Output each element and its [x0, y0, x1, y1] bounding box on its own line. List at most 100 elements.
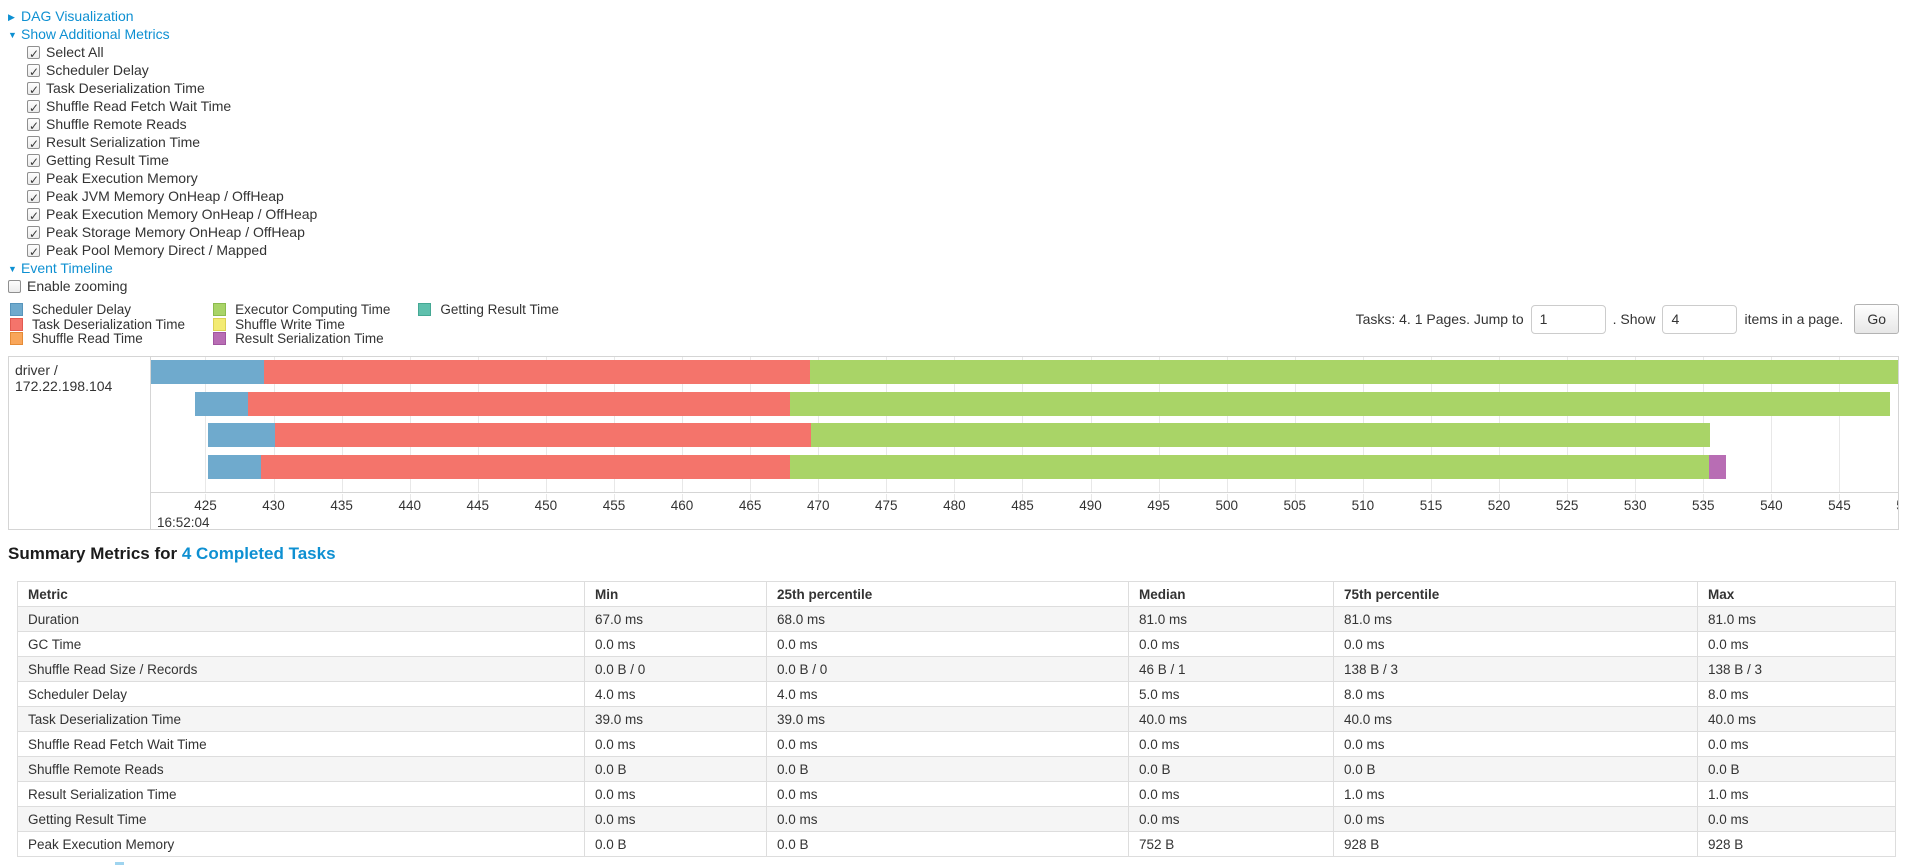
metric-name-cell: Getting Result Time: [17, 806, 585, 832]
metric-value-cell-max: 8.0 ms: [1697, 681, 1896, 707]
axis-tick-label: 535: [1692, 498, 1715, 513]
metric-checkbox-row-peak-storage-memory-onheap-offheap: Peak Storage Memory OnHeap / OffHeap: [8, 223, 1907, 243]
metric-value-cell-75th-percentile: 928 B: [1333, 831, 1698, 857]
axis-tick-label: 525: [1555, 498, 1579, 513]
axis-tick: [273, 494, 275, 500]
axis-tick-label: 545: [1828, 498, 1851, 513]
checkbox-peak-execution-memory-onheap-offheap[interactable]: [27, 207, 40, 225]
metric-value-cell-max: 138 B / 3: [1697, 656, 1896, 682]
axis-tick: [1362, 494, 1364, 500]
metric-value-cell-min: 39.0 ms: [584, 706, 767, 732]
timeline-task-3-segment-task_deserialization[interactable]: [261, 455, 790, 480]
checkbox-peak-jvm-memory-onheap-offheap[interactable]: [27, 189, 40, 207]
legend-label: Result Serialization Time: [235, 331, 384, 347]
result-serialization-time-swatch-icon: [213, 332, 227, 346]
axis-tick-label: 445: [466, 498, 490, 513]
axis-tick: [954, 494, 956, 500]
checkbox-result-serialization-time[interactable]: [27, 135, 40, 153]
legend-label: Shuffle Read Time: [32, 331, 143, 347]
legend-column-2: Executor Computing Time Shuffle Write Tim…: [213, 302, 390, 347]
axis-tick-label: 465: [738, 498, 762, 513]
metric-value-cell-max: 928 B: [1697, 831, 1896, 857]
metric-checkbox-label: Result Serialization Time: [46, 134, 201, 150]
timeline-task-1-segment-executor_computing[interactable]: [789, 391, 1890, 416]
dag-visualization-toggle[interactable]: ▶ DAG Visualization: [8, 7, 1907, 25]
metric-value-cell-75th-percentile: 1.0 ms: [1333, 781, 1698, 807]
timeline-task-2-segment-task_deserialization[interactable]: [274, 423, 812, 448]
timeline-task-3-segment-scheduler_delay[interactable]: [208, 455, 262, 480]
timeline-task-0-segment-scheduler_delay[interactable]: [151, 360, 265, 384]
legend-item-task-deserialization-time: Task Deserialization Time: [10, 317, 185, 333]
axis-tick-label: 480: [943, 498, 966, 513]
legend-column-1: Scheduler Delay Task Deserialization Time…: [10, 302, 185, 347]
checkbox-getting-result-time[interactable]: [27, 153, 40, 171]
axis-tick: [1567, 494, 1569, 500]
metric-value-cell-min: 67.0 ms: [584, 606, 767, 632]
jump-to-page-input[interactable]: [1530, 304, 1606, 334]
metric-checkbox-row-scheduler-delay: Scheduler Delay: [8, 61, 1907, 81]
timeline-plot-area: [151, 357, 1898, 493]
metric-checkbox-label: Select All: [46, 44, 104, 60]
checkbox-shuffle-read-fetch-wait-time[interactable]: [27, 99, 40, 117]
timeline-task-0-segment-executor_computing[interactable]: [810, 360, 1898, 384]
axis-tick-label: 490: [1079, 498, 1102, 513]
metric-checkbox-label: Peak Execution Memory: [46, 170, 198, 186]
completed-tasks-link[interactable]: 4 Completed Tasks: [181, 544, 336, 563]
additional-metrics-checkbox-list: Select All Scheduler Delay Task Deserializ…: [8, 43, 1907, 261]
legend-item-shuffle-read-time: Shuffle Read Time: [10, 331, 185, 347]
metric-checkbox-label: Peak Execution Memory OnHeap / OffHeap: [46, 206, 318, 222]
column-header-25th-percentile: 25th percentile: [766, 581, 1129, 607]
axis-tick-label: 450: [534, 498, 558, 513]
axis-tick: [1839, 494, 1841, 500]
legend-label: Getting Result Time: [440, 302, 559, 317]
show-additional-metrics-toggle[interactable]: ▼ Show Additional Metrics: [8, 25, 1907, 43]
checkbox-task-deserialization-time[interactable]: [27, 81, 40, 99]
metric-checkbox-row-select-all: Select All: [8, 43, 1907, 63]
metric-checkbox-row-result-serialization-time: Result Serialization Time: [8, 133, 1907, 153]
axis-tick: [1499, 494, 1501, 500]
checkbox-peak-pool-memory-direct-mapped[interactable]: [27, 243, 40, 261]
timeline-task-1-segment-scheduler_delay[interactable]: [194, 391, 248, 416]
timeline-legend-row: Scheduler Delay Task Deserialization Time…: [10, 302, 1899, 347]
column-header-median: Median: [1128, 581, 1334, 607]
axis-tick-label: 425: [194, 498, 217, 513]
metric-value-cell-max: 0.0 ms: [1697, 631, 1896, 657]
metric-value-cell-25th-percentile: 0.0 ms: [766, 806, 1129, 832]
metric-value-cell-25th-percentile: 4.0 ms: [766, 681, 1129, 707]
timeline-task-3-segment-result_serialization[interactable]: [1708, 455, 1727, 480]
collapsed-arrow-icon: ▶: [8, 12, 15, 22]
checkbox-shuffle-remote-reads[interactable]: [27, 117, 40, 135]
axis-tick: [818, 494, 820, 500]
shuffle-write-time-swatch-icon: [213, 317, 227, 331]
clipped-next-section-link[interactable]: [115, 862, 124, 865]
timeline-task-2-segment-scheduler_delay[interactable]: [208, 423, 275, 448]
metric-name-cell: Peak Execution Memory: [17, 831, 585, 857]
checkbox-scheduler-delay[interactable]: [27, 63, 40, 81]
axis-tick-label: 460: [670, 498, 694, 513]
timeline-task-1-segment-task_deserialization[interactable]: [247, 391, 790, 416]
page-size-input[interactable]: [1662, 304, 1738, 334]
enable-zooming-row: Enable zooming: [8, 277, 1907, 295]
table-row-shuffle-remote-reads: Shuffle Remote Reads 0.0 B 0.0 B 0.0 B 0.0 B…: [17, 756, 1896, 782]
column-header-metric: Metric: [17, 581, 585, 607]
timeline-task-3-segment-executor_computing[interactable]: [789, 455, 1709, 480]
metric-name-cell: GC Time: [17, 631, 585, 657]
metric-checkbox-label: Peak Pool Memory Direct / Mapped: [46, 242, 267, 258]
checkbox-select-all[interactable]: [27, 45, 40, 63]
metric-name-cell: Shuffle Read Fetch Wait Time: [17, 731, 585, 757]
axis-tick: [1090, 494, 1092, 500]
axis-tick: [409, 494, 411, 500]
event-timeline-toggle[interactable]: ▼ Event Timeline: [8, 259, 1907, 277]
dag-visualization-label: DAG Visualization: [21, 8, 134, 24]
checkbox-peak-storage-memory-onheap-offheap[interactable]: [27, 225, 40, 243]
checkbox-peak-execution-memory[interactable]: [27, 171, 40, 189]
metric-checkbox-row-peak-execution-memory: Peak Execution Memory: [8, 169, 1907, 189]
go-button[interactable]: Go: [1854, 304, 1899, 334]
metric-checkbox-row-task-deserialization-time: Task Deserialization Time: [8, 79, 1907, 99]
metric-value-cell-25th-percentile: 0.0 ms: [766, 631, 1129, 657]
metric-checkbox-row-getting-result-time: Getting Result Time: [8, 151, 1907, 171]
metric-value-cell-median: 752 B: [1128, 831, 1334, 857]
timeline-task-0-segment-task_deserialization[interactable]: [264, 360, 811, 384]
enable-zooming-checkbox[interactable]: [8, 280, 21, 293]
timeline-task-2-segment-executor_computing[interactable]: [811, 423, 1711, 448]
